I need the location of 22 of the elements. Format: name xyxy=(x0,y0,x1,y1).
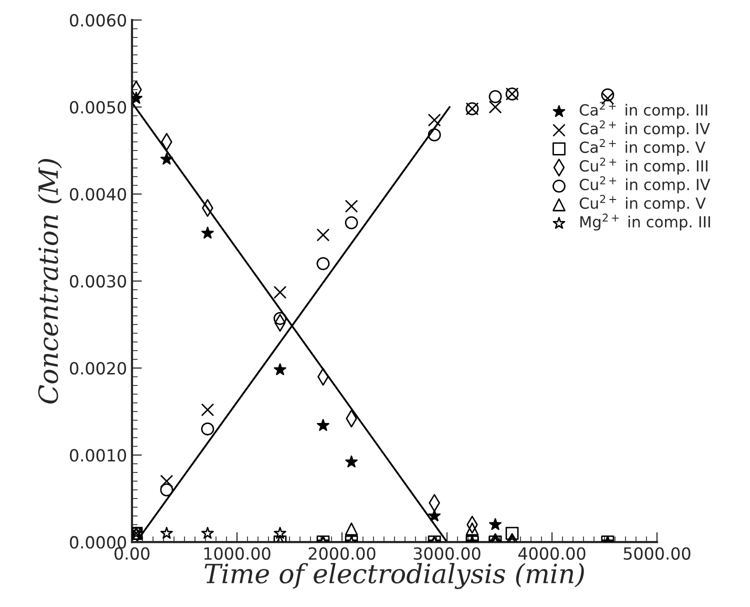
legend-label: Mg$^{2+}$ in comp. III xyxy=(580,214,710,231)
legend-label: Ca$^{2+}$ in comp. V xyxy=(580,139,706,156)
legend-label: Ca$^{2+}$ in comp. III xyxy=(580,102,708,119)
y-tick-label: 0.0010 xyxy=(70,449,126,462)
x-axis-title: Time of electrodialysis (min) xyxy=(204,563,584,589)
y-tick-label: 0.0060 xyxy=(70,14,126,27)
y-tick-label: 0.0000 xyxy=(70,536,126,549)
y-tick-label: 0.0030 xyxy=(70,275,126,288)
legend-label: Ca$^{2+}$ in comp. IV xyxy=(580,120,710,138)
x-tick-label: 4000.00 xyxy=(518,547,586,560)
y-axis-title: Concentration (M) xyxy=(38,159,62,404)
x-tick-label: 0.00 xyxy=(114,547,150,560)
y-tick-label: 0.0050 xyxy=(70,100,126,114)
legend-label: Cu$^{2+}$ in comp. V xyxy=(580,194,706,212)
x-tick-label: 5000.00 xyxy=(624,547,690,560)
y-tick-label: 0.0040 xyxy=(70,188,126,201)
y-tick-label: 0.0020 xyxy=(70,362,126,375)
legend-label: Cu$^{2+}$ in comp. IV xyxy=(580,176,710,194)
legend-label: Cu$^{2+}$ in comp. III xyxy=(580,158,708,175)
x-tick-label: 2000.00 xyxy=(308,547,376,560)
x-tick-label: 3000.00 xyxy=(414,547,480,560)
x-tick-label: 1000.00 xyxy=(204,547,270,560)
